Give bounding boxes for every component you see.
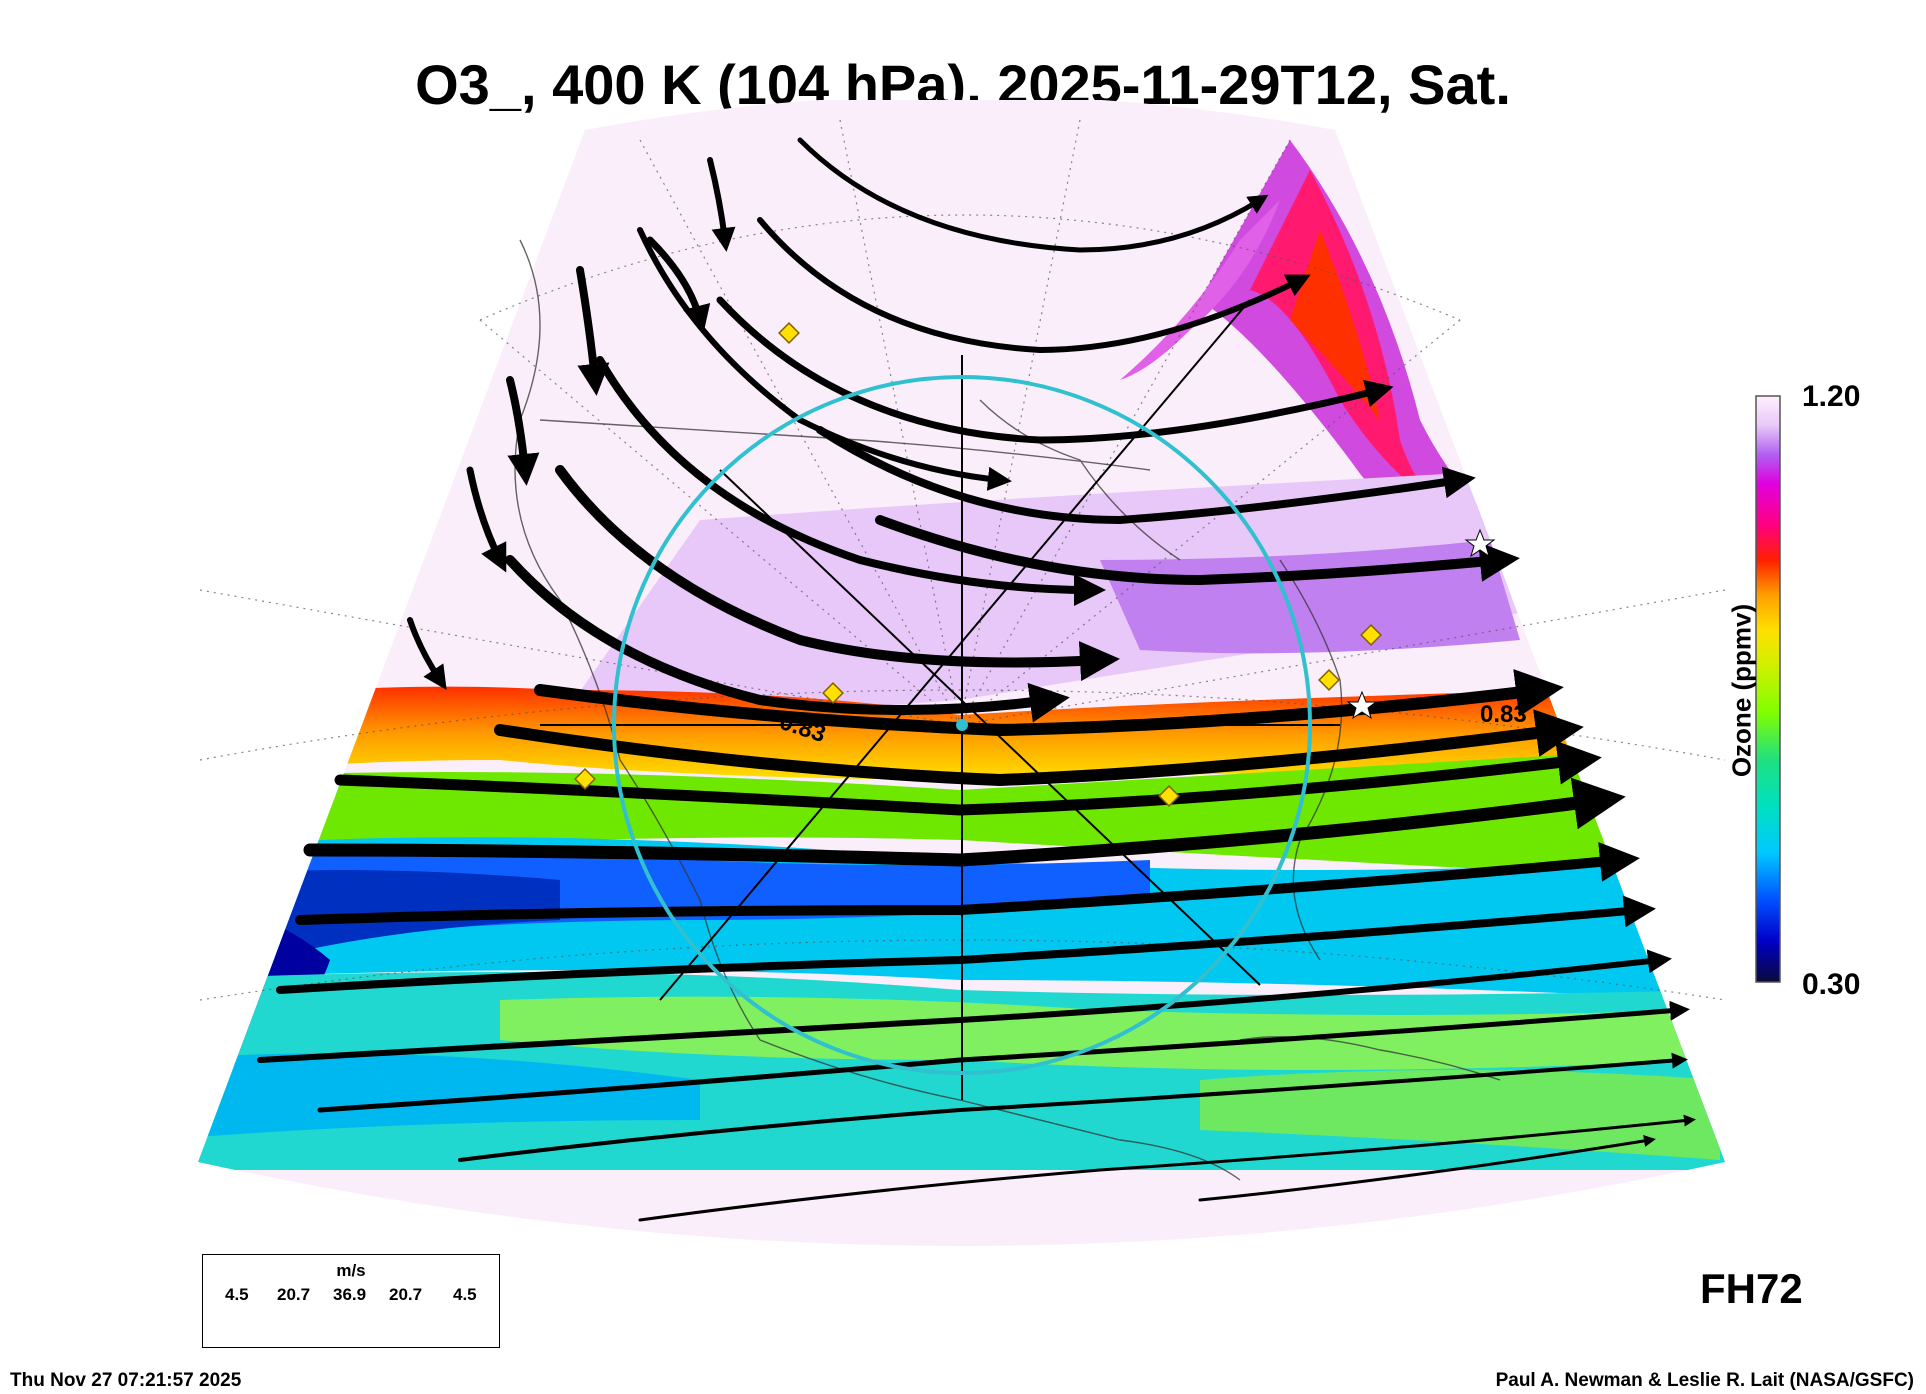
colorbar-min-label: 0.30 — [1802, 968, 1861, 1001]
colorbar-title: Ozone (ppmv) — [1726, 603, 1757, 778]
forecast-hour: FH72 — [1700, 1265, 1803, 1312]
wind-legend-value: 4.5 — [453, 1285, 477, 1304]
ring-center-marker — [956, 719, 968, 731]
wind-legend-value: 36.9 — [333, 1285, 367, 1304]
station-markers — [574, 322, 1382, 807]
contour-label: 0.83 — [1480, 701, 1527, 728]
colorbar-max-label: 1.20 — [1802, 380, 1861, 413]
footer-credit: Paul A. Newman & Leslie R. Lait (NASA/GS… — [1495, 1370, 1914, 1391]
colorbar — [1755, 395, 1781, 983]
ozone-field — [198, 100, 1725, 1246]
wind-legend-unit: m/s — [336, 1261, 366, 1280]
footer-timestamp: Thu Nov 27 07:21:57 2025 — [10, 1370, 242, 1391]
star-markers — [1346, 528, 1496, 720]
wind-legend-value: 20.7 — [277, 1285, 311, 1304]
wind-legend-value: 4.5 — [225, 1285, 249, 1304]
wind-speed-legend: m/s 4.5 20.7 36.9 20.7 4.5 — [202, 1254, 500, 1348]
analysis-ring — [612, 375, 1312, 1075]
colorbar-gradient — [1755, 395, 1781, 983]
wind-legend-value: 20.7 — [389, 1285, 423, 1304]
